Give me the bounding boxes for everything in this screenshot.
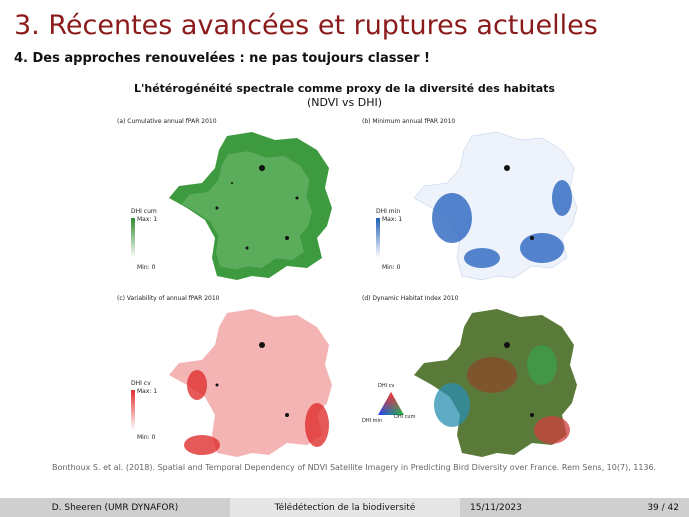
figure-subtitle: (NDVI vs DHI) [306,96,383,109]
panel-d-label: (d) Dynamic Habitat Index 2010 [362,295,459,302]
figure-citation: Bonthoux S. et al. (2018). Spatial and T… [52,463,657,472]
france-map-fpar-minimum [413,131,578,281]
panel-a-label: (a) Cumulative annual fPAR 2010 [117,118,217,125]
france-map-fpar-cumulative [169,132,332,280]
panel-a: (a) Cumulative annual fPAR 2010 DHI cum … [117,118,347,288]
legend-max-c: Max: 1 [137,388,158,395]
footer-course: Télédétection de la biodiversité [230,498,460,517]
legend-title-b: DHI min [376,208,401,215]
panel-c-label: (c) Variability of annual fPAR 2010 [117,295,220,302]
triangle-label-right: DHI cum [394,414,416,420]
triangle-label-top: DHI cv [378,383,395,389]
legend-title-c: DHI cv [131,380,151,387]
figure-title: L'hétérogénéité spectrale comme proxy de… [134,82,555,95]
colorbar-c [131,390,135,430]
france-map-fpar-variability [169,309,332,457]
colorbar-a [131,218,135,258]
slide-subtitle: 4. Des approches renouvelées : ne pas to… [14,51,430,66]
panel-d: (d) Dynamic Habitat Index 2010 DHI cv DH… [362,295,592,465]
footer-date-page: 15/11/2023 39 / 42 [460,498,689,517]
footer-page-number: 39 / 42 [647,502,679,513]
panel-b-label: (b) Minimum annual fPAR 2010 [362,118,456,125]
legend-max-b: Max: 1 [382,216,403,223]
panel-b: (b) Minimum annual fPAR 2010 DHI min Max… [362,118,592,288]
triangle-label-left: DHI min [362,418,383,424]
footer-author: D. Sheeren (UMR DYNAFOR) [0,498,230,517]
footer-author-text: D. Sheeren (UMR DYNAFOR) [51,502,179,513]
rgb-triangle-legend [378,392,404,415]
legend-max-a: Max: 1 [137,216,158,223]
legend-title-a: DHI cum [131,208,157,215]
colorbar-b [376,218,380,258]
legend-min-b: Min: 0 [382,264,401,271]
legend-min-a: Min: 0 [137,264,156,271]
panel-c: (c) Variability of annual fPAR 2010 DHI … [117,295,347,465]
france-map-dhi-composite [414,309,577,457]
legend-min-c: Min: 0 [137,434,156,441]
footer-course-text: Télédétection de la biodiversité [274,502,416,513]
footer-date: 15/11/2023 [470,502,522,513]
slide-title: 3. Récentes avancées et ruptures actuell… [14,10,598,41]
slide-footer: D. Sheeren (UMR DYNAFOR) Télédétection d… [0,498,689,517]
